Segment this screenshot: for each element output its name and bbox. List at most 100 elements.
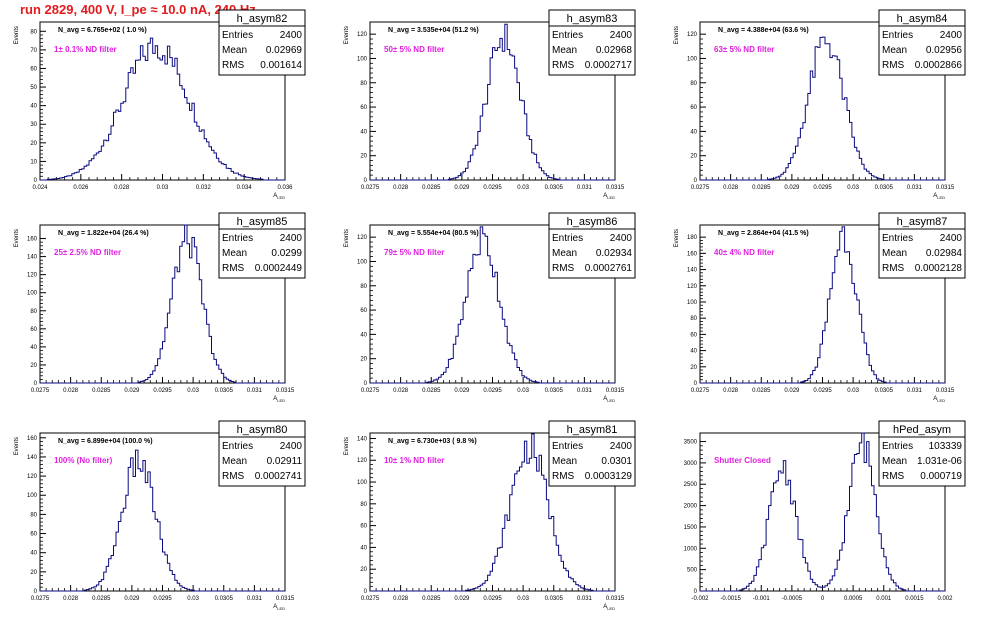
stats-box-frame	[878, 212, 966, 279]
histogram-series	[370, 23, 615, 181]
panel-h_asym84: 0.0275 0.028 0.0285 0.029 0.0295 0.03 0.0305 0.…	[674, 9, 966, 200]
x-axis-title: ALED	[273, 396, 285, 403]
stat-value: 0.0002449	[255, 263, 303, 274]
stat-key: RMS	[882, 471, 905, 482]
x-tick-label: 0.03	[517, 185, 529, 191]
x-tick-label: 0.031	[247, 388, 263, 394]
y-tick-label: 80	[690, 81, 697, 87]
y-tick-label: 80	[360, 284, 367, 290]
stat-value: 2400	[280, 233, 303, 244]
y-tick-label: 20	[360, 154, 367, 160]
stat-value: 0.0002866	[915, 60, 963, 71]
stat-value: 0.0002741	[255, 471, 303, 482]
y-tick-label: 100	[687, 300, 698, 306]
y-tick-label: 100	[357, 480, 368, 486]
panel-h_asym82: 0.024 0.026 0.028 0.03 0.032 0.034 0.036 0 10 20 3…	[14, 9, 306, 200]
x-tick-label: 0.0015	[905, 596, 924, 602]
x-tick-label: 0.028	[723, 388, 739, 394]
stats-box: h_asym83 Entries 2400 Mean 0.02968 RMS 0.00027…	[548, 9, 636, 76]
y-tick-label: 60	[690, 105, 697, 111]
panel-h_asym86: 0.0275 0.028 0.0285 0.029 0.0295 0.03 0.0305 0.…	[344, 212, 636, 403]
histogram-series	[40, 224, 285, 384]
stat-key: Entries	[552, 30, 583, 41]
stats-box: h_asym86 Entries 2400 Mean 0.02934 RMS 0.00027…	[548, 212, 636, 279]
y-axis-title: Events	[14, 26, 20, 44]
stat-value: 0.02956	[926, 45, 963, 56]
panel-h_asym83: 0.0275 0.028 0.0285 0.029 0.0295 0.03 0.0305 0.…	[344, 9, 636, 200]
x-tick-label: 0.0305	[215, 596, 234, 602]
histogram-name: h_asym81	[567, 424, 618, 436]
y-tick-label: 60	[360, 105, 367, 111]
x-tick-label: 0.0315	[276, 596, 295, 602]
x-tick-label: 0.0305	[875, 388, 894, 394]
stat-value: 0.000719	[920, 471, 962, 482]
stats-box: h_asym80 Entries 2400 Mean 0.02911 RMS 0.00027…	[218, 420, 306, 487]
y-tick-label: 40	[30, 104, 37, 110]
x-tick-label: 0.0295	[153, 596, 172, 602]
x-tick-label: -0.001	[753, 596, 771, 602]
x-tick-label: 0.029	[784, 388, 800, 394]
panel-hPed_asym: -0.002 -0.0015 -0.001 -0.0005 0 0.0005 0.001 0.…	[684, 420, 966, 602]
x-axis-title: ALED	[933, 193, 945, 200]
y-tick-label: 40	[360, 545, 367, 551]
stat-value: 0.0002128	[915, 263, 963, 274]
x-tick-label: 0.0295	[483, 596, 502, 602]
x-tick-label: 0.0285	[92, 388, 111, 394]
x-tick-label: 0.03	[847, 388, 859, 394]
x-tick-label: 0.0275	[31, 388, 50, 394]
stat-key: Mean	[552, 45, 577, 56]
stats-box: h_asym85 Entries 2400 Mean 0.0299 RMS 0.000244…	[218, 212, 306, 279]
y-tick-label: 0	[694, 589, 698, 595]
histogram-series	[370, 433, 615, 592]
filter-annotation: 50± 5% ND filter	[384, 45, 444, 54]
stat-value: 0.001614	[260, 60, 302, 71]
histogram-series	[370, 226, 615, 384]
y-tick-label: 140	[27, 455, 38, 461]
y-tick-label: 100	[357, 56, 368, 62]
panel-h_asym81: 0.0275 0.028 0.0285 0.029 0.0295 0.03 0.0305 0.…	[344, 420, 636, 611]
x-tick-label: 0.0315	[936, 388, 955, 394]
x-tick-label: 0.028	[114, 185, 130, 191]
x-tick-label: 0.029	[124, 596, 140, 602]
x-tick-label: 0.029	[784, 185, 800, 191]
y-tick-label: 120	[27, 273, 38, 279]
stats-box-frame	[548, 9, 636, 76]
stats-box-frame	[218, 9, 306, 76]
x-tick-label: 0.0315	[276, 388, 295, 394]
stat-value: 2400	[610, 441, 633, 452]
x-tick-label: 0.0315	[606, 185, 625, 191]
stat-value: 2400	[280, 30, 303, 41]
y-tick-label: 2000	[684, 504, 698, 510]
histogram-name: h_asym84	[897, 13, 948, 25]
y-tick-label: 120	[357, 235, 368, 241]
x-tick-label: 0.031	[907, 388, 923, 394]
stat-value: 2400	[940, 30, 963, 41]
y-tick-label: 80	[30, 309, 37, 315]
x-tick-label: -0.0005	[782, 596, 803, 602]
navg-label: N_avg = 1.822e+04 (26.4 %)	[58, 230, 149, 237]
x-tick-label: 0.034	[237, 185, 253, 191]
stat-key: Mean	[222, 45, 247, 56]
y-tick-label: 60	[690, 332, 697, 338]
x-tick-label: 0.001	[876, 596, 892, 602]
x-tick-label: 0.0295	[153, 388, 172, 394]
y-axis-title: Events	[674, 26, 680, 44]
y-tick-label: 40	[30, 345, 37, 351]
y-tick-label: 100	[687, 56, 698, 62]
stat-key: RMS	[222, 60, 245, 71]
x-tick-label: 0	[821, 596, 825, 602]
filter-annotation: 100% (No filter)	[54, 456, 113, 465]
stat-value: 1.031e-06	[917, 456, 962, 467]
x-tick-label: 0.029	[124, 388, 140, 394]
stats-box-frame	[218, 420, 306, 487]
x-tick-label: 0.0295	[483, 388, 502, 394]
y-axis-title: Events	[344, 26, 350, 44]
y-tick-label: 0	[34, 589, 38, 595]
filter-annotation: 1± 0.1% ND filter	[54, 45, 117, 54]
stat-key: Entries	[882, 30, 913, 41]
y-tick-label: 80	[30, 29, 37, 35]
x-tick-label: 0.024	[32, 185, 48, 191]
y-tick-label: 0	[364, 381, 368, 387]
navg-label: N_avg = 4.388e+04 (63.6 %)	[718, 27, 809, 34]
y-tick-label: 20	[360, 567, 367, 573]
